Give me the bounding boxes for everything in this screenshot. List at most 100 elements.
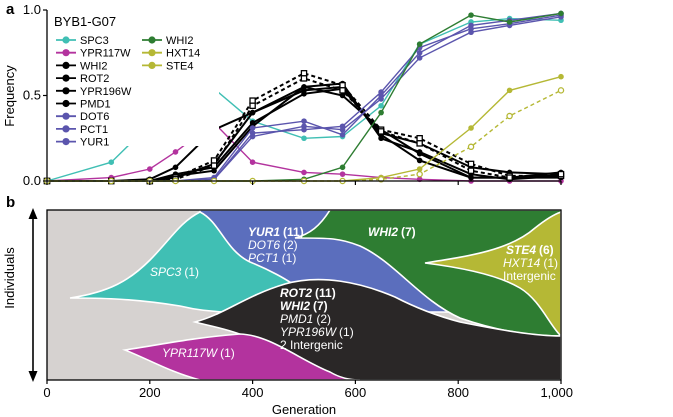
data-point [249, 133, 256, 140]
legend-item-ypr117w: YPR117W [56, 48, 131, 60]
x-tick-label: 1,000 [540, 385, 573, 400]
x-tick-label: 0 [43, 385, 50, 400]
data-point [301, 118, 307, 124]
data-point [108, 159, 115, 165]
legend-label: PMD1 [80, 99, 111, 111]
pct1-count: (1) [282, 251, 297, 265]
legend-label: WHI2 [166, 35, 194, 47]
data-point [467, 167, 475, 174]
svg-text:Intergenic: Intergenic [503, 269, 556, 283]
data-point [558, 10, 564, 17]
legend-marker [62, 74, 70, 82]
data-point [557, 87, 565, 94]
label-ste4: STE4 (6) HXT14 (1) Intergenic [503, 243, 558, 283]
y-tick-label: 0.0 [23, 173, 41, 188]
data-point [249, 97, 256, 104]
svg-text:2 Intergenic: 2 Intergenic [280, 338, 343, 352]
pmd1-gene: PMD1 [280, 312, 313, 326]
x-tick-label: 200 [139, 385, 161, 400]
panel-a-y-label: Frequency [2, 65, 17, 127]
data-point [506, 19, 513, 25]
data-point [301, 135, 307, 142]
svg-text:HXT14(1): HXT14 (1) [503, 256, 558, 270]
legend-marker [62, 138, 70, 146]
label-ypr117w: YPR117W (1) [162, 346, 235, 360]
legend-marker [62, 36, 70, 44]
whi2-black-count: (7) [313, 299, 328, 313]
panel-a: 0.0 0.5 1.0 Frequency BYB1-G07 SPC3YPR117W… [2, 2, 565, 188]
clone-ste4 [424, 211, 561, 338]
legend-label: YPR196W [80, 86, 132, 98]
panel-b: SPC3 (1) YPR117W (1) YUR1 (11) DOT6 (2) PCT1… [2, 208, 573, 417]
dot6-count: (2) [283, 238, 298, 252]
data-point [416, 55, 423, 61]
pct1-gene: PCT1 [248, 251, 279, 265]
legend-item-rot2: ROT2 [56, 73, 109, 85]
data-point [506, 112, 513, 120]
data-point [506, 174, 513, 181]
data-point [249, 125, 256, 131]
svg-text:DOT6(2): DOT6 (2) [248, 238, 298, 252]
clone-whi2 [294, 210, 561, 337]
data-point [301, 123, 307, 130]
data-point [339, 171, 346, 177]
svg-text:YPR117W(1): YPR117W (1) [162, 346, 235, 360]
data-point [339, 164, 346, 171]
panel-label-a: a [6, 1, 15, 18]
legend-item-spc3: SPC3 [56, 35, 109, 47]
data-point [416, 140, 423, 147]
data-point [416, 149, 423, 155]
legend-label: HXT14 [166, 48, 200, 60]
label-rot2: ROT2 (11) WHI2 (7) PMD1 (2) YPR196W (1) 2 In… [280, 286, 354, 352]
data-point [211, 167, 217, 174]
ypr117w-gene: YPR117W [162, 346, 219, 360]
legend-label: YPR117W [80, 48, 131, 60]
panel-a-title: BYB1-G07 [54, 14, 116, 29]
data-point [378, 109, 384, 116]
svg-text:PCT1(1): PCT1 (1) [248, 251, 296, 265]
data-point [416, 134, 423, 142]
ste4-count: (6) [539, 243, 554, 257]
legend-background [51, 12, 219, 146]
legend-marker [148, 61, 156, 69]
data-point [468, 12, 474, 18]
data-point [339, 87, 346, 94]
data-point [377, 128, 385, 135]
data-point [416, 41, 423, 47]
dot6-gene: DOT6 [248, 238, 280, 252]
spc3-gene: SPC3 [150, 265, 182, 279]
rot2-count: (11) [315, 286, 336, 300]
data-point [172, 164, 179, 171]
data-point [249, 159, 256, 165]
yur1-count: (11) [283, 225, 304, 239]
legend-item-whi2: WHI2 [56, 60, 108, 72]
panel-b-y-label: Individuals [2, 247, 17, 309]
data-point [416, 166, 423, 172]
legend-marker [62, 112, 70, 120]
legend-item-pmd1: PMD1 [56, 99, 111, 111]
data-point [378, 89, 384, 95]
legend-label: STE4 [166, 60, 194, 72]
data-point [506, 87, 513, 94]
data-point [339, 132, 346, 138]
legend-item-ste4: STE4 [142, 60, 194, 72]
svg-text:STE4(6): STE4 (6) [506, 243, 554, 257]
panel-label-b: b [6, 194, 15, 211]
data-point [339, 81, 346, 89]
rot2-intergenic: 2 Intergenic [280, 338, 343, 352]
legend-label: PCT1 [80, 124, 108, 136]
data-point [468, 125, 474, 131]
data-point [467, 160, 475, 168]
legend-label: ROT2 [80, 73, 109, 85]
legend-item-dot6: DOT6 [56, 111, 109, 123]
data-point [301, 169, 307, 176]
label-whi2: WHI2 (7) [368, 225, 416, 239]
individuals-arrow [28, 208, 38, 382]
hxt14-gene: HXT14 [503, 256, 541, 270]
data-point [416, 157, 423, 164]
data-point [416, 49, 423, 56]
legend-marker [62, 99, 70, 108]
data-point [468, 29, 474, 36]
legend-item-hxt14: HXT14 [142, 48, 200, 60]
